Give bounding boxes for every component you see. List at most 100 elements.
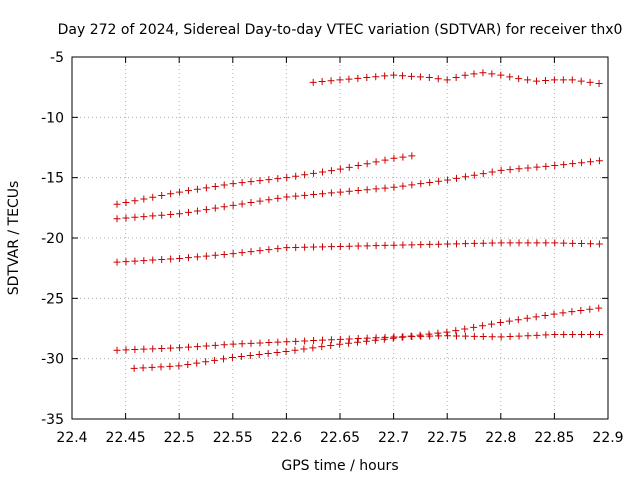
data-point-sat-c bbox=[122, 214, 130, 222]
data-point-sat-d bbox=[533, 239, 541, 247]
data-point-sat-d bbox=[595, 240, 603, 248]
y-tick-label: -25 bbox=[41, 291, 64, 307]
series-sat-b bbox=[113, 152, 416, 208]
data-point-sat-c bbox=[488, 168, 496, 176]
data-point-sat-d bbox=[265, 246, 273, 254]
data-point-sat-f bbox=[211, 356, 219, 364]
data-point-sat-c bbox=[551, 162, 559, 170]
data-point-sat-a bbox=[524, 76, 532, 84]
series-sat-a bbox=[309, 69, 603, 88]
data-point-sat-e bbox=[184, 343, 192, 351]
data-point-sat-b bbox=[283, 174, 291, 182]
data-point-sat-d bbox=[470, 239, 478, 247]
data-point-sat-f bbox=[425, 330, 433, 338]
data-point-sat-b bbox=[354, 162, 362, 170]
data-point-sat-d bbox=[301, 243, 309, 251]
x-tick-label: 22.6 bbox=[271, 430, 302, 446]
data-point-sat-e bbox=[542, 331, 550, 339]
data-point-sat-c bbox=[444, 176, 452, 184]
data-point-sat-c bbox=[390, 183, 398, 191]
data-point-sat-a bbox=[497, 71, 505, 79]
data-point-sat-b bbox=[220, 181, 228, 189]
data-point-sat-a bbox=[443, 76, 451, 84]
data-point-sat-a bbox=[390, 71, 398, 79]
data-point-sat-a bbox=[452, 74, 460, 82]
data-point-sat-f bbox=[595, 304, 603, 312]
data-point-sat-d bbox=[363, 242, 371, 250]
data-point-sat-c bbox=[426, 178, 434, 186]
data-point-sat-c bbox=[113, 215, 121, 223]
data-point-sat-a bbox=[470, 70, 478, 78]
data-point-sat-d bbox=[569, 239, 577, 247]
data-point-sat-e bbox=[551, 331, 559, 339]
data-point-sat-e bbox=[444, 332, 452, 340]
data-point-sat-d bbox=[381, 241, 389, 249]
data-point-sat-d bbox=[354, 242, 362, 250]
data-point-sat-c bbox=[292, 192, 300, 200]
data-point-sat-a bbox=[533, 77, 541, 85]
data-point-sat-f bbox=[389, 334, 397, 342]
data-point-sat-c bbox=[265, 196, 273, 204]
data-point-sat-e bbox=[167, 344, 175, 352]
data-point-sat-d bbox=[310, 243, 318, 251]
data-point-sat-b bbox=[149, 193, 157, 201]
data-point-sat-b bbox=[140, 195, 148, 203]
data-point-sat-f bbox=[452, 327, 460, 335]
data-point-sat-d bbox=[506, 239, 514, 247]
data-point-sat-e bbox=[381, 333, 389, 341]
data-point-sat-c bbox=[238, 200, 246, 208]
data-point-sat-a bbox=[425, 74, 433, 82]
data-point-sat-d bbox=[122, 258, 130, 266]
x-tick-label: 22.7 bbox=[378, 430, 409, 446]
x-tick-label: 22.9 bbox=[592, 430, 623, 446]
data-point-sat-e bbox=[595, 331, 603, 339]
data-points bbox=[113, 69, 603, 372]
data-point-sat-a bbox=[399, 72, 407, 80]
data-point-sat-e bbox=[274, 338, 282, 346]
data-point-sat-d bbox=[176, 254, 184, 262]
y-tick-label: -15 bbox=[41, 171, 64, 187]
data-point-sat-d bbox=[560, 239, 568, 247]
data-point-sat-d bbox=[586, 240, 594, 248]
data-point-sat-d bbox=[327, 243, 335, 251]
data-point-sat-f bbox=[586, 305, 594, 313]
data-point-sat-c bbox=[336, 188, 344, 196]
data-point-sat-f bbox=[470, 323, 478, 331]
data-point-sat-c bbox=[435, 177, 443, 185]
data-point-sat-f bbox=[514, 316, 522, 324]
data-point-sat-f bbox=[496, 319, 504, 327]
data-point-sat-c bbox=[560, 161, 568, 169]
data-point-sat-b bbox=[301, 171, 309, 179]
data-point-sat-a bbox=[515, 75, 523, 83]
data-point-sat-b bbox=[113, 200, 121, 208]
data-point-sat-b bbox=[408, 152, 416, 160]
data-point-sat-d bbox=[578, 240, 586, 248]
data-point-sat-e bbox=[363, 334, 371, 342]
data-point-sat-f bbox=[577, 306, 585, 314]
data-point-sat-d bbox=[292, 243, 300, 251]
data-point-sat-c bbox=[318, 190, 326, 198]
data-point-sat-e bbox=[301, 337, 309, 345]
data-point-sat-e bbox=[569, 331, 577, 339]
y-tick-label: -20 bbox=[41, 231, 64, 247]
data-point-sat-a bbox=[416, 73, 424, 81]
data-point-sat-a bbox=[577, 77, 585, 85]
data-point-sat-d bbox=[193, 253, 201, 261]
data-point-sat-a bbox=[461, 71, 469, 79]
x-tick-label: 22.4 bbox=[56, 430, 87, 446]
data-point-sat-c bbox=[283, 193, 291, 201]
x-tick-label: 22.55 bbox=[213, 430, 253, 446]
data-point-sat-a bbox=[336, 76, 344, 84]
data-point-sat-e bbox=[247, 339, 255, 347]
data-point-sat-e bbox=[417, 332, 425, 340]
data-point-sat-c bbox=[167, 211, 175, 219]
data-point-sat-f bbox=[309, 344, 317, 352]
data-point-sat-c bbox=[515, 165, 523, 173]
data-point-sat-d bbox=[149, 256, 157, 264]
data-point-sat-c bbox=[354, 187, 362, 195]
data-point-sat-d bbox=[274, 245, 282, 253]
data-point-sat-f bbox=[398, 333, 406, 341]
data-point-sat-d bbox=[318, 243, 326, 251]
data-point-sat-c bbox=[452, 174, 460, 182]
